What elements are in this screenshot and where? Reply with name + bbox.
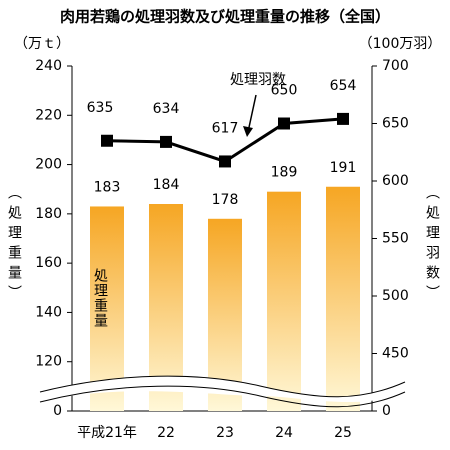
x-tick-label: 24 — [275, 425, 293, 441]
line-value-label: 634 — [153, 101, 180, 117]
annotation-arrowhead — [243, 126, 253, 137]
line-marker — [160, 135, 172, 148]
y-unit: （万ｔ） — [14, 36, 70, 52]
y-tick-label: 220 — [35, 107, 62, 123]
line-value-label: 617 — [212, 120, 239, 136]
y-tick-label: 120 — [35, 354, 62, 370]
line-value-label: 654 — [330, 78, 357, 94]
y-tick-label: 180 — [35, 206, 62, 222]
y2-unit: （100万羽） — [359, 36, 442, 52]
bar — [326, 186, 360, 411]
line-marker — [337, 112, 349, 125]
x-tick-label: 22 — [157, 425, 175, 441]
line-value-label: 650 — [271, 83, 298, 99]
bar — [90, 206, 124, 411]
y2-tick-label: 700 — [382, 58, 409, 74]
bar-value-label: 178 — [212, 192, 239, 208]
line-value-label: 635 — [87, 100, 114, 116]
y-tick-label: 240 — [35, 58, 62, 74]
bar-series-label: 処理重量 — [92, 268, 108, 328]
bar-value-label: 184 — [153, 177, 180, 193]
y-axis-title: （処理重量） — [6, 185, 22, 305]
line-marker — [101, 134, 113, 147]
x-tick-label: 平成21年 — [77, 425, 137, 441]
line-marker — [278, 117, 290, 130]
y2-tick-label: 550 — [382, 231, 409, 247]
y-tick-label: 200 — [35, 157, 62, 173]
x-tick-label: 25 — [334, 425, 352, 441]
bar-value-label: 189 — [271, 165, 298, 181]
bar — [267, 191, 301, 411]
bar-value-label: 191 — [330, 160, 357, 176]
y-tick-label: 140 — [35, 304, 62, 320]
x-tick-label: 23 — [216, 425, 234, 441]
line-marker — [219, 155, 231, 168]
bar-value-label: 183 — [94, 179, 121, 195]
y2-tick-label: 600 — [382, 173, 409, 189]
line-series-label: 処理羽数 — [230, 72, 286, 88]
y2-axis-title: （処理羽数） — [424, 185, 440, 305]
overlay: 平成21年 22 23 24 25 635 634 617 650 654 処理羽数 — [77, 72, 356, 441]
chart-title: 肉用若鶏の処理羽数及び処理重量の推移（全国） — [60, 8, 390, 26]
y-tick-label: 0 — [53, 403, 62, 419]
y2-tick-label: 650 — [382, 116, 409, 132]
y2-tick-label: 0 — [382, 403, 391, 419]
y-tick-label: 160 — [35, 255, 62, 271]
annotation-arrow — [247, 94, 257, 133]
y2-tick-label: 500 — [382, 288, 409, 304]
axis-break — [39, 375, 406, 408]
y2-tick-label: 450 — [382, 346, 409, 362]
